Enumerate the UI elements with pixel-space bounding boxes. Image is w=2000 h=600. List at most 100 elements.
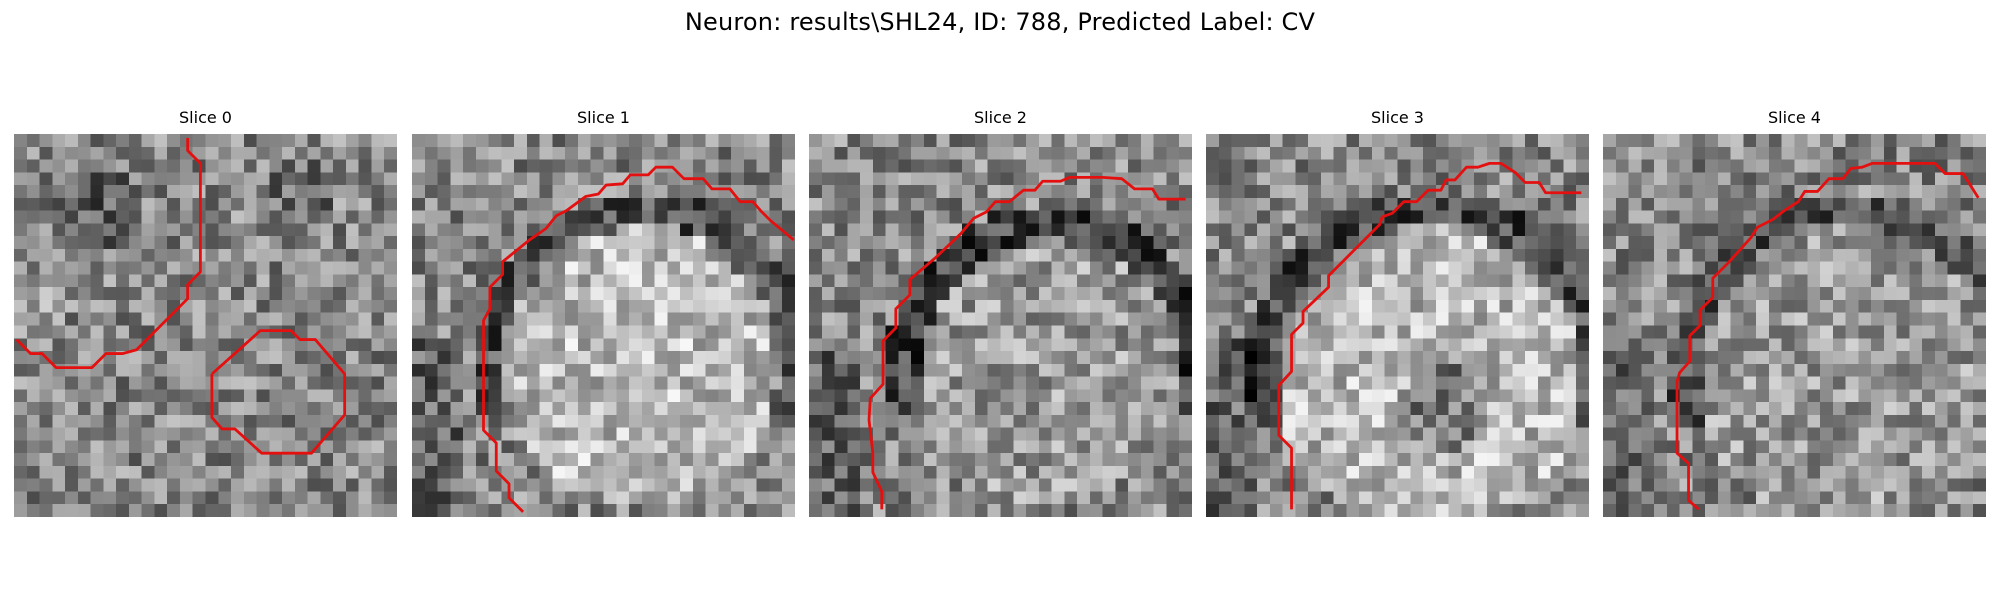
pixel	[1717, 185, 1731, 199]
pixel	[1615, 134, 1629, 148]
pixel	[1666, 312, 1680, 326]
pixel	[629, 504, 643, 517]
pixel	[911, 274, 925, 288]
pixel	[192, 146, 206, 160]
pixel	[1064, 185, 1078, 199]
pixel	[1166, 185, 1180, 199]
pixel	[1384, 402, 1398, 416]
pixel	[898, 351, 912, 365]
pixel	[1089, 363, 1103, 377]
pixel	[77, 287, 91, 301]
pixel	[1525, 427, 1539, 441]
pixel	[1102, 159, 1116, 173]
pixel	[77, 146, 91, 160]
pixel	[987, 325, 1001, 339]
pixel	[705, 491, 719, 505]
pixel	[641, 440, 655, 454]
pixel	[1717, 363, 1731, 377]
pixel	[860, 146, 874, 160]
pixel	[1692, 465, 1706, 479]
pixel	[1499, 312, 1513, 326]
pixel	[1077, 236, 1091, 250]
pixel	[1346, 414, 1360, 428]
pixel	[243, 491, 257, 505]
pixel	[1051, 363, 1065, 377]
pixel	[65, 134, 79, 148]
pixel	[65, 363, 79, 377]
pixel	[1807, 146, 1821, 160]
pixel	[52, 351, 66, 365]
pixel	[1486, 338, 1500, 352]
pixel	[345, 414, 359, 428]
pixel	[949, 274, 963, 288]
pixel	[1153, 478, 1167, 492]
pixel	[1615, 402, 1629, 416]
pixel	[936, 261, 950, 275]
pixel	[1206, 159, 1220, 173]
pixel	[1603, 376, 1617, 390]
pixel	[577, 210, 591, 224]
pixel	[1499, 414, 1513, 428]
pixel	[1858, 376, 1872, 390]
pixel	[65, 325, 79, 339]
pixel	[1448, 146, 1462, 160]
pixel	[320, 453, 334, 467]
pixel	[167, 389, 181, 403]
pixel	[1807, 338, 1821, 352]
pixel	[1781, 185, 1795, 199]
pixel	[962, 351, 976, 365]
pixel	[847, 248, 861, 262]
pixel	[192, 427, 206, 441]
pixel	[269, 287, 283, 301]
pixel	[1615, 172, 1629, 186]
pixel	[1333, 287, 1347, 301]
pixel	[231, 491, 245, 505]
pixel	[256, 414, 270, 428]
pixel	[1206, 299, 1220, 313]
pixel	[384, 453, 397, 467]
pixel	[256, 274, 270, 288]
pixel	[565, 478, 579, 492]
pixel	[987, 414, 1001, 428]
pixel	[1089, 274, 1103, 288]
pixel	[1922, 236, 1936, 250]
pixel	[424, 414, 438, 428]
pixel	[1563, 223, 1577, 237]
pixel	[116, 414, 130, 428]
pixel	[179, 504, 193, 517]
pixel	[1257, 465, 1271, 479]
pixel	[1423, 414, 1437, 428]
pixel	[1474, 287, 1488, 301]
pixel	[1423, 146, 1437, 160]
pixel	[1550, 491, 1564, 505]
pixel	[1768, 134, 1782, 148]
pixel	[616, 312, 630, 326]
pixel	[1628, 312, 1642, 326]
pixel	[949, 376, 963, 390]
pixel	[1448, 453, 1462, 467]
pixel	[1257, 504, 1271, 517]
pixel	[1333, 414, 1347, 428]
pixel	[307, 478, 321, 492]
pixel	[1179, 210, 1192, 224]
pixel	[1000, 440, 1014, 454]
pixel	[103, 185, 117, 199]
pixel	[872, 248, 886, 262]
pixel	[1781, 351, 1795, 365]
pixel	[577, 261, 591, 275]
pixel	[898, 427, 912, 441]
pixel	[1295, 287, 1309, 301]
pixel	[1922, 134, 1936, 148]
pixel	[488, 504, 502, 517]
pixel	[718, 146, 732, 160]
pixel	[116, 427, 130, 441]
pixel	[1461, 414, 1475, 428]
pixel	[872, 427, 886, 441]
pixel	[1563, 134, 1577, 148]
pixel	[962, 159, 976, 173]
pixel	[1641, 274, 1655, 288]
pixel	[1858, 197, 1872, 211]
pixel	[603, 248, 617, 262]
pixel	[1140, 478, 1154, 492]
pixel	[1282, 338, 1296, 352]
